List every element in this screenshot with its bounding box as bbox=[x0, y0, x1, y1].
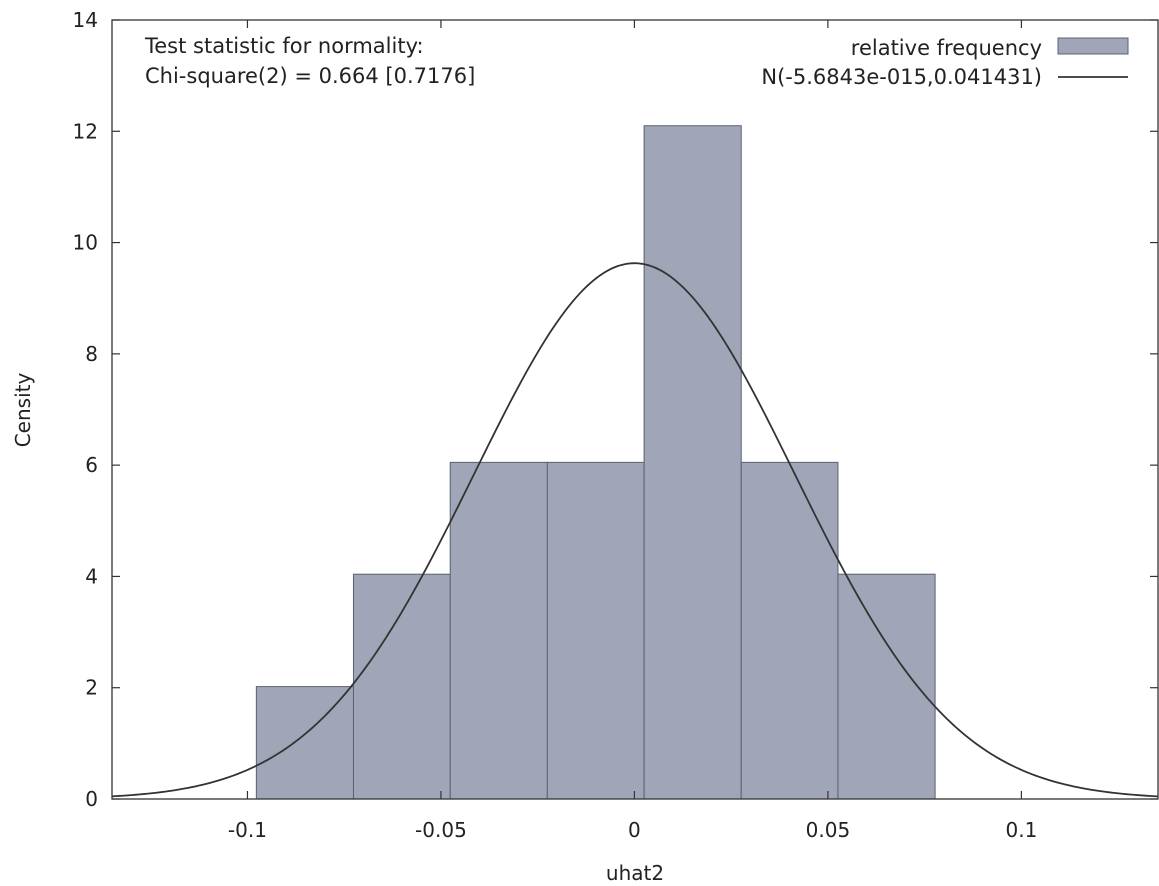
x-axis-label: uhat2 bbox=[606, 861, 664, 885]
legend-label-histogram: relative frequency bbox=[851, 36, 1042, 60]
x-tick-label-3: 0.05 bbox=[806, 818, 851, 842]
legend-label-curve: N(-5.6843e-015,0.041431) bbox=[761, 65, 1042, 89]
y-tick-label-2: 4 bbox=[85, 564, 98, 588]
x-tick-label-4: 0.1 bbox=[1005, 818, 1037, 842]
histogram-bars bbox=[255, 125, 936, 800]
y-tick-label-3: 6 bbox=[85, 453, 98, 477]
legend: relative frequency N(-5.6843e-015,0.0414… bbox=[761, 36, 1129, 89]
histogram-bar-5 bbox=[643, 125, 742, 800]
annotation-line-2: Chi-square(2) = 0.664 [0.7176] bbox=[145, 64, 475, 88]
y-tick-label-0: 0 bbox=[85, 787, 98, 811]
y-tick-label-4: 8 bbox=[85, 342, 98, 366]
histogram-bar-7 bbox=[837, 573, 936, 800]
histogram-bar-2 bbox=[352, 573, 451, 800]
legend-swatch-histogram bbox=[1057, 37, 1129, 55]
y-tick-label-1: 2 bbox=[85, 676, 98, 700]
y-axis-label: Censity bbox=[11, 373, 35, 448]
y-tick-label-7: 14 bbox=[73, 8, 98, 32]
normal-density-curve bbox=[111, 262, 1159, 798]
x-tick-label-1: -0.05 bbox=[415, 818, 467, 842]
axis-ticks bbox=[112, 19, 1158, 800]
y-tick-label-6: 12 bbox=[73, 119, 98, 143]
histogram-bar-1 bbox=[255, 686, 354, 800]
histogram-bar-3 bbox=[449, 461, 548, 800]
histogram-bar-4 bbox=[546, 461, 645, 800]
y-tick-label-5: 10 bbox=[73, 231, 98, 255]
axis-tick-labels: 0 2 4 6 8 10 12 14 -0.1 -0.05 0 0.05 0.1 bbox=[73, 8, 1038, 842]
histogram-bar-6 bbox=[740, 461, 839, 800]
annotation-line-1: Test statistic for normality: bbox=[144, 34, 424, 58]
x-tick-label-0: -0.1 bbox=[228, 818, 267, 842]
x-tick-label-2: 0 bbox=[628, 818, 641, 842]
